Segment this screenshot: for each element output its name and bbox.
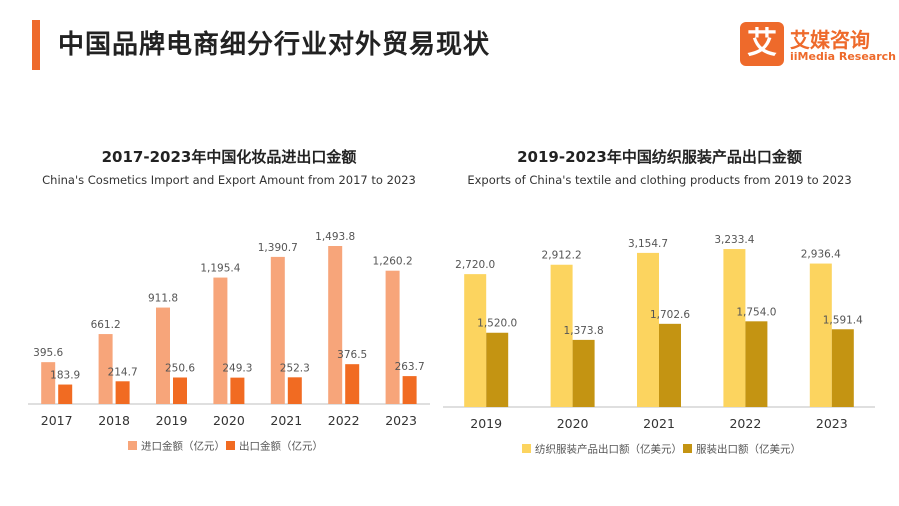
cosmetics-value-label: 183.9 <box>50 370 80 382</box>
cosmetics-year-label: 2020 <box>213 413 245 428</box>
textile-year-label: 2019 <box>470 416 502 431</box>
cosmetics-value-label: 911.8 <box>148 293 178 305</box>
cosmetics-value-label: 395.6 <box>33 347 63 359</box>
textile-legend-label: 服装出口额（亿美元） <box>696 443 801 456</box>
textile-bar-a-2022 <box>723 249 746 407</box>
textile-value-label: 2,912.2 <box>542 250 582 262</box>
textile-legend-swatch <box>522 444 531 453</box>
cosmetics-chart-title: 2017-2023年中国化妆品进出口金额 <box>101 148 357 166</box>
cosmetics-bar-b-2019 <box>173 377 187 404</box>
textile-value-label: 1,702.6 <box>650 309 690 321</box>
cosmetics-value-label: 252.3 <box>280 362 310 374</box>
textile-bar-b-2021 <box>659 323 681 407</box>
cosmetics-bar-a-2017 <box>41 362 56 404</box>
cosmetics-bar-b-2020 <box>230 377 245 404</box>
cosmetics-year-label: 2018 <box>98 413 130 428</box>
textile-bar-a-2021 <box>637 252 659 407</box>
cosmetics-legend-label: 出口金额（亿元） <box>239 440 323 453</box>
cosmetics-bar-b-2022 <box>345 364 360 404</box>
textile-bar-b-2020 <box>572 339 595 407</box>
cosmetics-value-label: 376.5 <box>337 349 367 361</box>
cosmetics-bar-a-2019 <box>156 307 170 404</box>
logo-mark-icon: 艾 <box>740 22 784 66</box>
textile-bar-b-2022 <box>745 321 768 407</box>
page-title: 中国品牌电商细分行业对外贸易现状 <box>58 30 491 60</box>
cosmetics-bar-b-2023 <box>402 376 417 404</box>
cosmetics-value-label: 661.2 <box>91 319 121 331</box>
textile-legend-label: 纺织服装产品出口额（亿美元） <box>535 443 682 456</box>
textile-value-label: 2,720.0 <box>455 259 495 271</box>
textile-year-label: 2023 <box>816 416 848 431</box>
textile-value-label: 3,233.4 <box>714 234 754 246</box>
textile-value-label: 1,520.0 <box>477 318 517 330</box>
logo-chinese-name: 艾媒咨询 <box>790 28 870 52</box>
textile-bar-a-2019 <box>464 274 487 407</box>
textile-value-label: 1,754.0 <box>736 306 776 318</box>
title-accent-bar <box>32 20 40 70</box>
cosmetics-year-label: 2017 <box>41 413 73 428</box>
cosmetics-value-label: 263.7 <box>395 361 425 373</box>
cosmetics-bar-a-2022 <box>328 246 343 404</box>
cosmetics-value-label: 1,195.4 <box>200 263 240 275</box>
textile-year-label: 2021 <box>643 416 675 431</box>
iimedia-logo: 艾 艾媒咨询 iiMedia Research <box>740 22 896 68</box>
textile-bar-a-2020 <box>550 264 573 407</box>
cosmetics-legend-swatch <box>128 441 137 450</box>
textile-chart-title: 2019-2023年中国纺织服装产品出口金额 <box>517 148 802 166</box>
cosmetics-value-label: 1,260.2 <box>373 256 413 268</box>
cosmetics-year-label: 2023 <box>385 413 417 428</box>
textile-chart-subtitle: Exports of China's textile and clothing … <box>467 173 852 187</box>
cosmetics-bar-a-2020 <box>213 277 228 404</box>
cosmetics-value-label: 1,390.7 <box>258 242 298 254</box>
textile-bar-b-2023 <box>831 329 854 407</box>
cosmetics-year-label: 2021 <box>270 413 302 428</box>
cosmetics-year-label: 2019 <box>156 413 188 428</box>
cosmetics-bar-a-2018 <box>98 334 113 404</box>
textile-year-label: 2020 <box>557 416 589 431</box>
textile-legend-swatch <box>683 444 692 453</box>
cosmetics-chart-subtitle: China's Cosmetics Import and Export Amou… <box>42 173 416 187</box>
textile-value-label: 2,936.4 <box>801 249 841 261</box>
logo-english-name: iiMedia Research <box>790 50 896 63</box>
textile-bar-a-2023 <box>809 263 832 407</box>
cosmetics-value-label: 249.3 <box>222 363 252 375</box>
textile-bar-b-2019 <box>486 332 509 407</box>
cosmetics-bar-b-2021 <box>287 377 302 404</box>
cosmetics-bar-a-2023 <box>385 270 400 404</box>
textile-value-label: 1,591.4 <box>823 314 863 326</box>
cosmetics-year-label: 2022 <box>328 413 360 428</box>
textile-value-label: 3,154.7 <box>628 238 668 250</box>
cosmetics-value-label: 250.6 <box>165 362 195 374</box>
cosmetics-legend-swatch <box>226 441 235 450</box>
cosmetics-value-label: 1,493.8 <box>315 231 355 243</box>
textile-value-label: 1,373.8 <box>564 325 604 337</box>
cosmetics-bar-b-2018 <box>115 381 130 404</box>
cosmetics-bar-a-2021 <box>270 256 285 404</box>
cosmetics-value-label: 214.7 <box>108 366 138 378</box>
cosmetics-bar-b-2017 <box>58 384 73 404</box>
textile-year-label: 2022 <box>729 416 761 431</box>
cosmetics-legend-label: 进口金额（亿元） <box>141 440 225 453</box>
